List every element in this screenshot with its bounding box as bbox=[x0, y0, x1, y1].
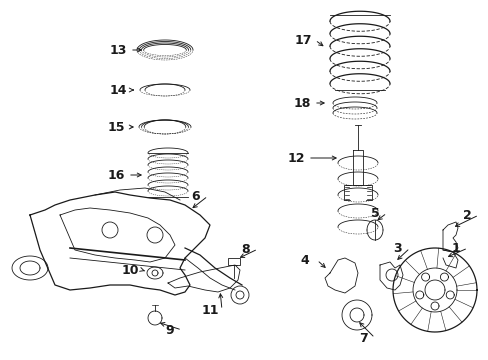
Text: 6: 6 bbox=[191, 189, 200, 202]
Text: 4: 4 bbox=[300, 253, 309, 266]
Text: 18: 18 bbox=[293, 96, 310, 109]
Text: 5: 5 bbox=[370, 207, 379, 220]
Text: 12: 12 bbox=[286, 152, 304, 165]
Text: 11: 11 bbox=[201, 303, 218, 316]
Text: 8: 8 bbox=[241, 243, 250, 256]
Text: 9: 9 bbox=[165, 324, 174, 337]
Text: 1: 1 bbox=[451, 242, 459, 255]
Text: 13: 13 bbox=[109, 44, 126, 57]
Text: 2: 2 bbox=[462, 208, 470, 221]
Text: 17: 17 bbox=[294, 33, 311, 46]
Text: 7: 7 bbox=[358, 332, 366, 345]
Text: 15: 15 bbox=[107, 121, 124, 134]
Text: 10: 10 bbox=[121, 264, 139, 276]
Text: 16: 16 bbox=[107, 168, 124, 181]
Text: 3: 3 bbox=[393, 242, 402, 255]
Text: 14: 14 bbox=[109, 84, 126, 96]
